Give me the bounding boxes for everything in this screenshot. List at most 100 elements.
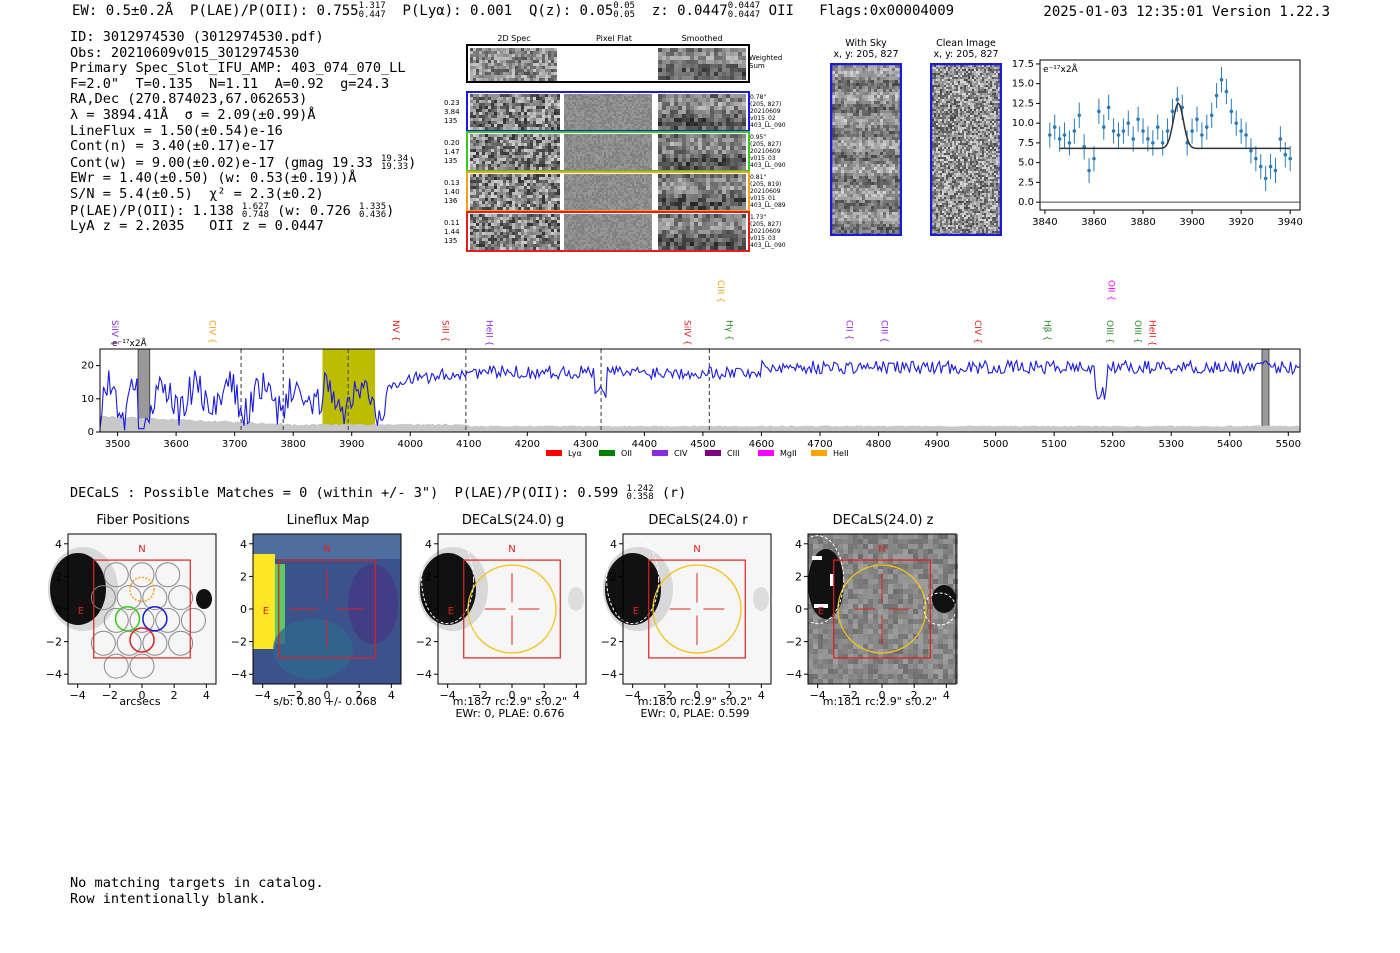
y-tick-label: −4	[416, 668, 432, 681]
x-tick-label: −2	[472, 689, 488, 702]
x-tick-label: −4	[625, 689, 641, 702]
data-point	[1155, 125, 1160, 129]
data-point	[1101, 125, 1106, 129]
north-label: N	[323, 544, 330, 555]
cutout-grid	[466, 44, 750, 252]
aperture-circle	[467, 564, 557, 654]
noise-texture	[564, 94, 652, 130]
east-label: E	[263, 606, 269, 617]
fiber-circle	[103, 562, 129, 588]
x-tick-label: −2	[102, 689, 118, 702]
plae2-lower: 0.748	[241, 209, 269, 220]
spectral-line-label: CIV {	[972, 320, 982, 344]
y-tick-label: −2	[231, 636, 247, 649]
x-tick-label: 3900	[339, 439, 364, 450]
cutout-right-label-1: 0.78" (205, 827) 20210609 v015_02 403_LL_090	[750, 94, 786, 129]
data-point	[1097, 109, 1101, 114]
search-box	[278, 559, 376, 659]
x-tick-label: 3840	[1032, 217, 1057, 228]
y-tick-label: 15.0	[1012, 79, 1034, 90]
data-point	[1170, 109, 1175, 114]
x-tick-label: 5200	[1100, 439, 1125, 450]
data-point	[1258, 164, 1263, 169]
faint-source	[568, 587, 584, 611]
x-tick-label: 0	[139, 689, 146, 702]
data-point	[1219, 77, 1224, 82]
noise-texture	[932, 65, 1000, 235]
x-tick-label: 4800	[866, 439, 891, 450]
legend-swatch	[546, 450, 562, 456]
data-point	[1160, 141, 1165, 145]
with-sky-title: With Sky x, y: 205, 827	[833, 38, 899, 60]
x-tick-label: 3860	[1081, 217, 1106, 228]
noise-texture	[832, 65, 901, 236]
footer-row-blank: Row intentionally blank.	[70, 890, 267, 907]
y-tick-label: −2	[786, 636, 802, 649]
x-tick-label: 4	[203, 689, 210, 702]
x-tick-label: 2	[726, 689, 733, 702]
fiber-circle	[129, 562, 155, 588]
x-tick-label: 5400	[1217, 439, 1242, 450]
spectral-line-label: HeII {	[483, 320, 493, 346]
lineflux-green-region	[275, 564, 285, 644]
data-point	[1087, 168, 1091, 173]
data-point	[1121, 129, 1126, 133]
legend-label: OII	[621, 449, 632, 458]
legend-label: MgII	[780, 449, 797, 458]
data-point	[1136, 117, 1140, 122]
east-label: E	[633, 606, 639, 617]
y-tick-label: 2.5	[1018, 177, 1034, 188]
clean-image	[930, 63, 1002, 236]
x-tick-label: 4	[573, 689, 580, 702]
plae-upper: 1.317	[358, 1, 386, 11]
detection-info: ID: 3012974530 (3012974530.pdf) Obs: 2021…	[70, 29, 416, 235]
x-tick-label: 4	[758, 689, 765, 702]
col-pixelflat-label: Pixel Flat	[596, 34, 632, 43]
y-tick-label: −2	[416, 636, 432, 649]
decals-plae-upper: 1.242	[626, 484, 654, 494]
data-point	[1200, 133, 1204, 137]
timestamp-version: 2025-01-03 12:35:01 Version 1.22.3	[1043, 4, 1330, 20]
spectral-line-label: SiIV {	[109, 320, 119, 346]
panel-plot: N E −4 −4 −2 −2 0 0 2 2 4 4	[416, 533, 587, 702]
legend-label: CIII	[727, 449, 740, 458]
fiber-circle	[103, 653, 129, 679]
legend-swatch	[652, 450, 668, 456]
fiber-circle	[155, 607, 181, 633]
data-point	[1234, 121, 1239, 125]
noise-texture	[470, 214, 560, 250]
data-point	[1229, 109, 1234, 114]
y-tick-label: 5.0	[1018, 158, 1034, 169]
y-tick-label: −4	[46, 668, 62, 681]
y-tick-label: 4	[240, 538, 247, 551]
panel-caption: m:18.7 rc:2.9" s:0.2" EWr: 0, PLAE: 0.676	[452, 695, 568, 720]
x-tick-label: 4100	[456, 439, 481, 450]
noise-texture	[658, 48, 746, 80]
catalog-ellipse	[421, 535, 475, 625]
lineflux-blob	[273, 619, 353, 679]
info-lambda: λ = 3894.41Å σ = 2.09(±0.99)Å	[70, 106, 316, 123]
cutout-strips: 2D Spec Pixel Flat Smoothed Weighted Sum	[466, 34, 782, 254]
data-point	[1288, 156, 1292, 161]
y-tick-label: −4	[786, 668, 802, 681]
y-tick-label: 2	[610, 570, 617, 583]
x-tick-label: 4300	[573, 439, 598, 450]
data-point	[1106, 105, 1111, 110]
y-tick-label: 0	[55, 603, 62, 616]
info-redshifts: LyA z = 2.2035 OII z = 0.0447	[70, 218, 324, 235]
data-point	[1126, 121, 1131, 125]
data-point	[1111, 129, 1116, 133]
y-tick-label: 20	[81, 361, 94, 372]
cutout-right-label-3: 0.81" (205, 819) 20210609 v015_01 403_LL_089	[750, 174, 786, 209]
panel-2: Lineflux Map N E −4 −4 −2 −2 0 0 2 2 4 4 s/b: 0.80 +/…	[225, 510, 405, 725]
data-point	[1048, 133, 1052, 137]
panel-title: Fiber Positions	[96, 513, 190, 528]
z-lower: 0.0447	[727, 10, 761, 20]
legend-swatch	[599, 450, 615, 456]
catalog-ellipse	[791, 535, 845, 625]
catalog-footer: No matching targets in catalog. Row inten…	[70, 875, 324, 907]
panel-caption: m:18.0 rc:2.9" s:0.2" EWr: 0, PLAE: 0.599	[637, 695, 753, 720]
z-line: OII	[768, 3, 794, 19]
x-tick-label: 3500	[105, 439, 130, 450]
y-tick-label: 10	[81, 394, 94, 405]
